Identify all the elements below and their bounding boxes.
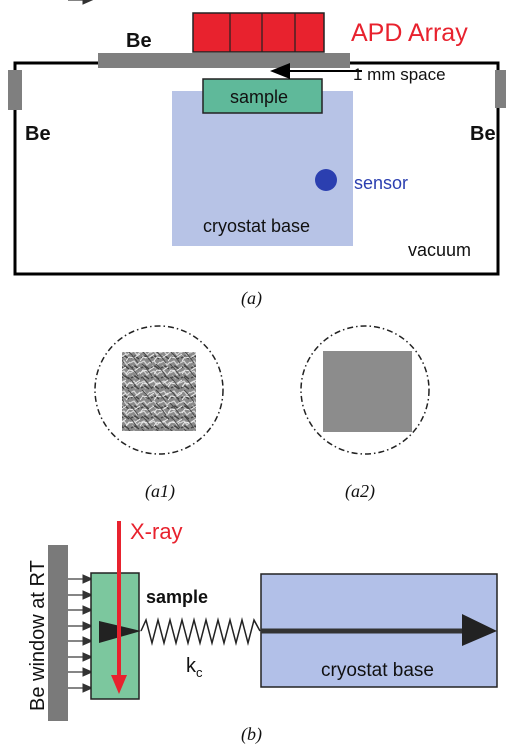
caption-a1: (a1): [145, 481, 175, 502]
sensor-dot: [315, 169, 337, 191]
be-window-right: [495, 70, 506, 108]
cryostat-base-label: cryostat base: [203, 216, 310, 236]
be-left-label: Be: [25, 123, 51, 145]
sample-label: sample: [230, 87, 288, 107]
panel-b: Be window at RT X-ray sample kc cryostat…: [27, 0, 498, 745]
spacing-label: 1 mm space: [353, 65, 446, 84]
heat-arrow-base-head: [462, 614, 497, 646]
xray-label: X-ray: [130, 519, 183, 544]
vacuum-label: vacuum: [408, 240, 471, 260]
dashdot-circle-a1: [94, 325, 224, 455]
panel-a2: (a2): [300, 325, 430, 502]
panel-a: APD Array Be Be Be 1 mm space sample sen…: [8, 12, 506, 309]
sensor-label: sensor: [354, 173, 408, 193]
spacing-arrow: [270, 63, 362, 79]
be-right-label: Be: [470, 123, 496, 145]
cryostat-base: [172, 91, 353, 246]
caption-a2: (a2): [345, 481, 375, 502]
gray-square-a2: [323, 351, 412, 432]
be-window-rt: [48, 545, 68, 721]
dashdot-circle-a2: [300, 325, 430, 455]
be-top-label: Be: [126, 30, 152, 52]
caption-b: (b): [241, 724, 262, 745]
be-window-label: Be window at RT: [27, 560, 49, 711]
flux-arrows: [67, 0, 94, 693]
sample-block: [202, 78, 323, 114]
panel-a1: (a1): [94, 325, 224, 502]
be-window-top: [98, 53, 350, 68]
be-window-left: [8, 70, 22, 110]
caption-a: (a): [241, 288, 262, 309]
spring-constant-label: kc: [186, 655, 203, 680]
cryostat-base-label-b: cryostat base: [321, 660, 434, 681]
sample-label-b: sample: [146, 587, 208, 607]
apd-array: [192, 12, 325, 53]
xray-arrow: [111, 521, 127, 694]
apd-array-label: APD Array: [351, 19, 468, 47]
spring-kc: [140, 617, 261, 646]
